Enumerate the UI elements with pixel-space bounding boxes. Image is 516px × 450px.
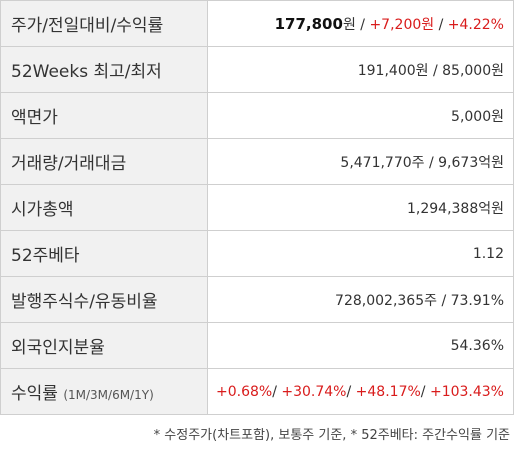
stock-info-table: 주가/전일대비/수익률 177,800원 / +7,200원 / +4.22% … bbox=[0, 0, 514, 415]
return-3m: +30.74% bbox=[281, 383, 347, 400]
row-label-par-value: 액면가 bbox=[0, 92, 208, 139]
table-row-price: 주가/전일대비/수익률 177,800원 / +7,200원 / +4.22% bbox=[0, 0, 514, 47]
footnote: * 수정주가(차트포함), 보통주 기준, * 52주베타: 주간수익률 기준 bbox=[153, 428, 510, 443]
row-label-volume: 거래량/거래대금 bbox=[0, 138, 208, 185]
separator: / bbox=[355, 16, 370, 33]
row-value-returns: +0.68%/ +30.74%/ +48.17%/ +103.43% bbox=[207, 368, 514, 415]
row-label-price: 주가/전일대비/수익률 bbox=[0, 0, 208, 47]
price-unit: 원 bbox=[342, 16, 356, 33]
row-value-52weeks: 191,400원 / 85,000원 bbox=[207, 46, 514, 93]
row-label-market-cap: 시가총액 bbox=[0, 184, 208, 231]
row-value-par-value: 5,000원 bbox=[207, 92, 514, 139]
returns-label: 수익률 bbox=[11, 384, 58, 404]
row-value-shares: 728,002,365주 / 73.91% bbox=[207, 276, 514, 323]
return-1y: +103.43% bbox=[429, 383, 504, 400]
row-value-beta: 1.12 bbox=[207, 230, 514, 277]
table-row-returns: 수익률 (1M/3M/6M/1Y) +0.68%/ +30.74%/ +48.1… bbox=[0, 368, 514, 415]
table-row-volume: 거래량/거래대금 5,471,770주 / 9,673억원 bbox=[0, 138, 514, 185]
separator: / bbox=[272, 383, 282, 400]
table-row-52weeks: 52Weeks 최고/최저 191,400원 / 85,000원 bbox=[0, 46, 514, 93]
table-row-shares: 발행주식수/유동비율 728,002,365주 / 73.91% bbox=[0, 276, 514, 323]
table-row-foreign: 외국인지분율 54.36% bbox=[0, 322, 514, 369]
separator: / bbox=[420, 383, 430, 400]
price-change-rate: +4.22% bbox=[447, 16, 504, 33]
row-value-volume: 5,471,770주 / 9,673억원 bbox=[207, 138, 514, 185]
row-label-52weeks: 52Weeks 최고/최저 bbox=[0, 46, 208, 93]
table-row-market-cap: 시가총액 1,294,388억원 bbox=[0, 184, 514, 231]
returns-label-periods: (1M/3M/6M/1Y) bbox=[63, 388, 154, 402]
row-label-shares: 발행주식수/유동비율 bbox=[0, 276, 208, 323]
return-1m: +0.68% bbox=[215, 383, 273, 400]
separator: / bbox=[434, 16, 448, 33]
table-row-par-value: 액면가 5,000원 bbox=[0, 92, 514, 139]
row-value-foreign: 54.36% bbox=[207, 322, 514, 369]
return-6m: +48.17% bbox=[355, 383, 421, 400]
row-label-foreign: 외국인지분율 bbox=[0, 322, 208, 369]
table-row-beta: 52주베타 1.12 bbox=[0, 230, 514, 277]
row-label-beta: 52주베타 bbox=[0, 230, 208, 277]
row-label-returns: 수익률 (1M/3M/6M/1Y) bbox=[0, 368, 208, 415]
row-value-price: 177,800원 / +7,200원 / +4.22% bbox=[207, 0, 514, 47]
current-price: 177,800 bbox=[274, 14, 343, 33]
row-value-market-cap: 1,294,388억원 bbox=[207, 184, 514, 231]
price-change: +7,200원 bbox=[369, 16, 435, 33]
separator: / bbox=[346, 383, 356, 400]
